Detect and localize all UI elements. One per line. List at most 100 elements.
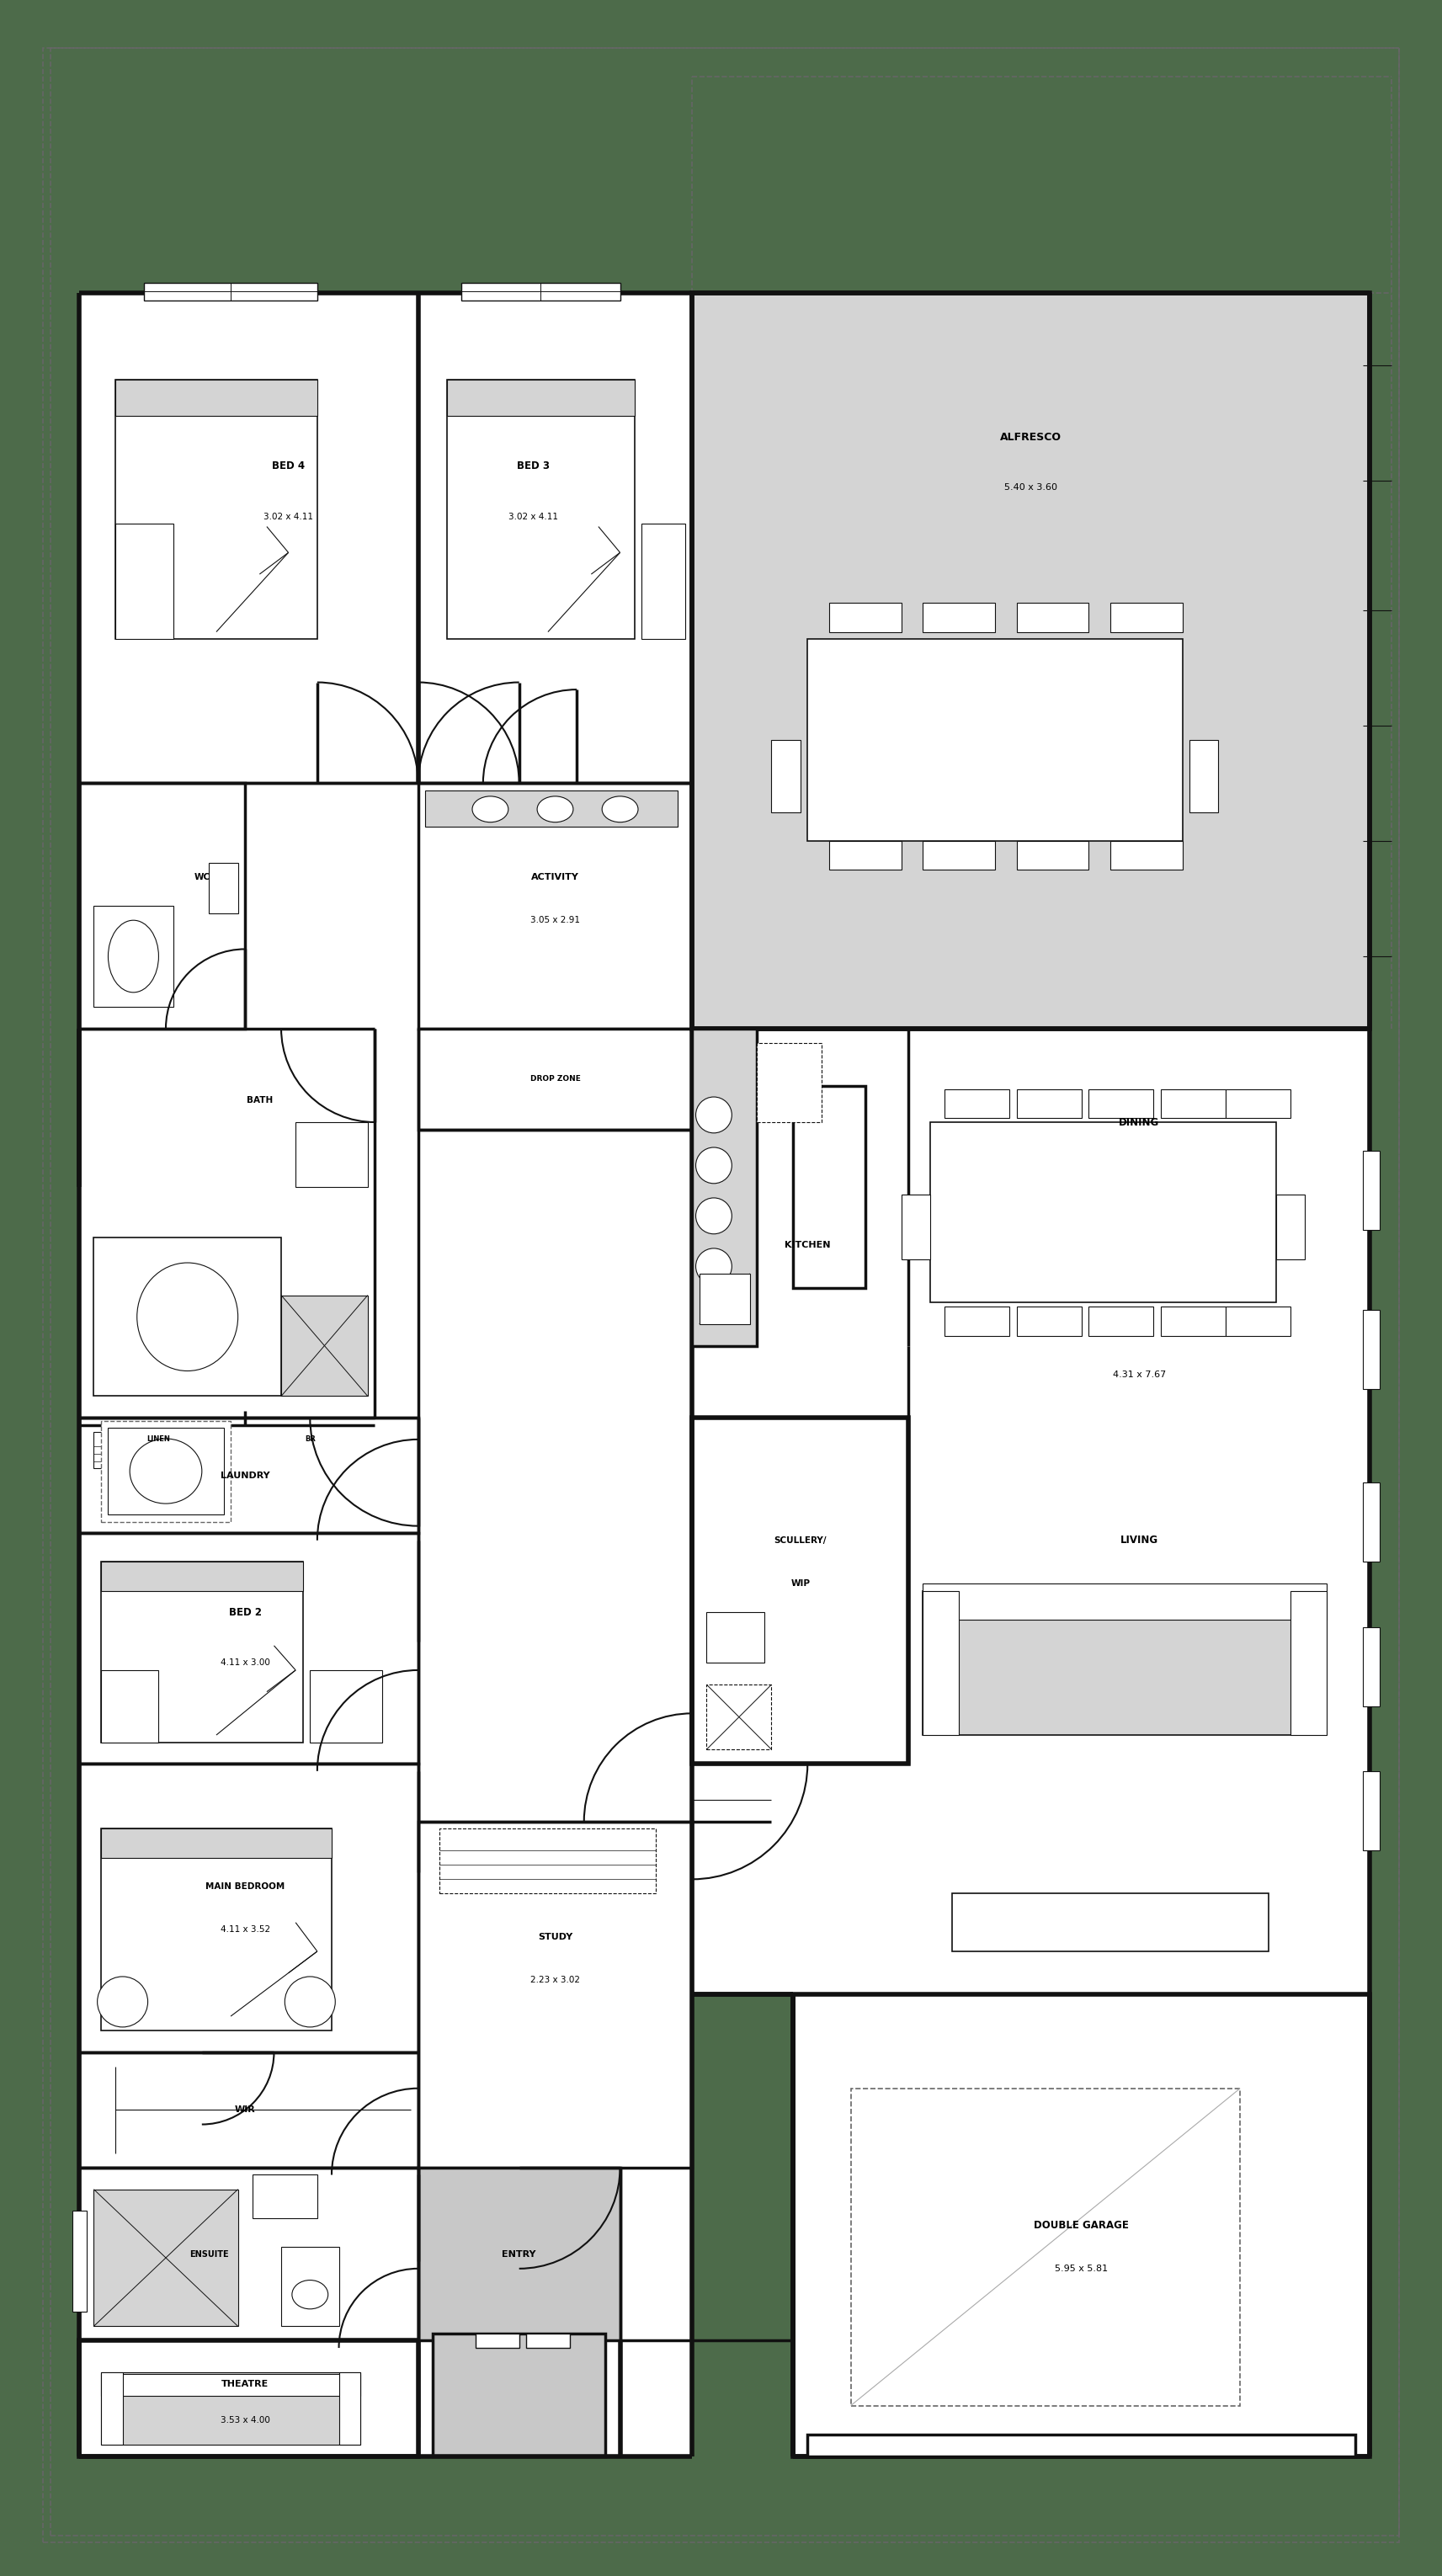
Text: BED 2: BED 2 — [229, 1607, 261, 1618]
Bar — [923, 1584, 1327, 1620]
Bar — [101, 1422, 231, 1522]
Bar — [310, 1669, 382, 1741]
Bar — [79, 783, 245, 1028]
Bar — [1190, 739, 1218, 811]
Bar — [699, 1273, 750, 1324]
Text: BED 3: BED 3 — [518, 461, 549, 471]
Bar — [79, 2053, 418, 2166]
Bar — [1363, 1772, 1380, 1850]
Bar — [79, 2342, 418, 2455]
Bar — [945, 1090, 1009, 1118]
Bar — [829, 840, 901, 871]
Bar — [1017, 840, 1089, 871]
Bar — [418, 1028, 692, 1128]
Bar — [1017, 1090, 1082, 1118]
Text: LIVING: LIVING — [1120, 1535, 1158, 1546]
Bar — [144, 283, 317, 301]
Text: DINING: DINING — [1119, 1115, 1159, 1128]
Bar — [757, 1043, 822, 1123]
Ellipse shape — [601, 796, 637, 822]
Bar — [1291, 1592, 1327, 1736]
Bar — [339, 2372, 360, 2445]
Bar — [692, 294, 1370, 1028]
Bar — [1363, 1628, 1380, 1705]
Text: ACTIVITY: ACTIVITY — [531, 873, 580, 881]
Bar — [101, 1829, 332, 1857]
Bar — [1226, 1306, 1291, 1334]
Bar — [94, 2190, 238, 2326]
Bar — [281, 1296, 368, 1396]
Bar — [447, 379, 634, 415]
Ellipse shape — [472, 796, 508, 822]
Text: 2.23 x 3.02: 2.23 x 3.02 — [531, 1976, 580, 1984]
Bar — [94, 1432, 209, 1468]
Text: 4.11 x 3.00: 4.11 x 3.00 — [221, 1659, 270, 1667]
Ellipse shape — [130, 1437, 202, 1504]
Bar — [101, 1561, 303, 1741]
Ellipse shape — [98, 1976, 147, 2027]
Bar — [1017, 603, 1089, 631]
Text: ENSUITE: ENSUITE — [189, 2249, 229, 2259]
Bar — [1110, 603, 1182, 631]
Bar — [771, 739, 800, 811]
Text: THEATRE: THEATRE — [222, 2380, 268, 2388]
Bar — [923, 1592, 1327, 1736]
Bar — [447, 379, 634, 639]
Bar — [1017, 1306, 1082, 1334]
Bar — [94, 907, 173, 1007]
Bar — [115, 379, 317, 415]
Text: 3.02 x 4.11: 3.02 x 4.11 — [509, 513, 558, 520]
Bar — [94, 1236, 281, 1396]
Bar — [79, 1417, 418, 1533]
Bar — [1161, 1306, 1226, 1334]
Ellipse shape — [695, 1146, 731, 1182]
Text: WIP: WIP — [790, 1579, 810, 1587]
Text: MAIN BEDROOM: MAIN BEDROOM — [205, 1883, 286, 1891]
Text: STUDY: STUDY — [538, 1932, 572, 1942]
Bar — [1363, 1151, 1380, 1231]
Text: DROP ZONE: DROP ZONE — [531, 1074, 580, 1082]
Bar — [433, 2334, 606, 2455]
Ellipse shape — [284, 1976, 335, 2027]
Text: DOUBLE GARAGE: DOUBLE GARAGE — [1034, 2221, 1129, 2231]
Text: 5.95 x 5.81: 5.95 x 5.81 — [1056, 2264, 1107, 2272]
Text: WC: WC — [193, 873, 211, 881]
Ellipse shape — [695, 1249, 731, 1285]
Text: SCULLERY/: SCULLERY/ — [774, 1535, 826, 1546]
Text: BR: BR — [304, 1435, 316, 1443]
Bar — [476, 2334, 519, 2347]
Text: ALFRESCO: ALFRESCO — [1001, 433, 1061, 443]
Bar — [793, 1994, 1370, 2455]
Ellipse shape — [536, 796, 574, 822]
Bar — [1276, 1195, 1305, 1260]
Bar — [851, 2089, 1240, 2406]
Bar — [923, 1592, 959, 1736]
Bar — [115, 523, 173, 639]
Bar — [72, 2210, 87, 2311]
Bar — [101, 1829, 332, 2030]
Text: 4.31 x 7.67: 4.31 x 7.67 — [1113, 1370, 1165, 1378]
Bar — [101, 2372, 360, 2445]
Bar — [1363, 1309, 1380, 1388]
Text: BED 4: BED 4 — [273, 461, 304, 471]
Bar — [1161, 1090, 1226, 1118]
Bar — [1089, 1306, 1154, 1334]
Bar — [1089, 1090, 1154, 1118]
Bar — [707, 1685, 771, 1749]
Bar — [108, 1427, 224, 1515]
Bar — [101, 2375, 360, 2396]
Bar — [793, 1994, 1370, 2455]
Bar — [418, 783, 692, 1028]
Bar — [1363, 1484, 1380, 1561]
Text: KITCHEN: KITCHEN — [784, 1242, 831, 1249]
Text: 3.02 x 4.11: 3.02 x 4.11 — [264, 513, 313, 520]
Bar — [79, 294, 692, 2455]
Text: WIR: WIR — [235, 2105, 255, 2115]
Bar — [642, 523, 685, 639]
Bar — [418, 2166, 620, 2342]
Bar — [209, 863, 238, 912]
Bar — [930, 1123, 1276, 1303]
Bar — [923, 840, 995, 871]
Bar — [79, 1533, 418, 1765]
Text: LINEN: LINEN — [147, 1435, 170, 1443]
